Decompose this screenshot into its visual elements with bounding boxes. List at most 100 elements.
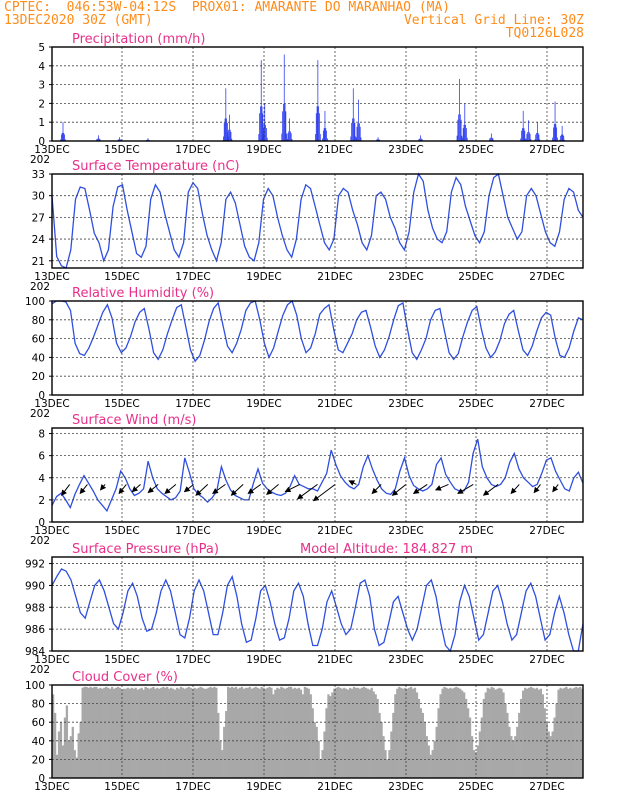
precip-bar <box>318 106 320 141</box>
precip-bar <box>378 139 380 141</box>
cloud-bar <box>323 731 326 778</box>
precip-bar <box>536 132 537 141</box>
cloud-bar <box>339 687 342 778</box>
x-tick-label: 19DEC <box>246 271 281 283</box>
cloud-bar <box>506 712 509 778</box>
precip-bar <box>465 124 466 141</box>
header-model-id: TQ0126L028 <box>505 26 584 41</box>
cloud-bar <box>549 736 552 778</box>
cloud-bar <box>539 688 542 778</box>
precip-bar <box>521 130 522 141</box>
cloud-bar <box>370 687 373 778</box>
cloud-bar <box>455 686 458 778</box>
x-tick-label: 21DEC <box>317 271 352 283</box>
cloud-bar <box>360 687 364 778</box>
cloud-bar <box>148 688 151 778</box>
cloud-bar <box>313 722 316 778</box>
cloud-bar <box>59 722 63 778</box>
precip-bar <box>323 128 325 141</box>
precip-bar <box>525 139 527 141</box>
cloud-bar <box>386 759 389 778</box>
cloud-bar <box>197 687 200 778</box>
cloud-bar <box>105 686 108 778</box>
cloud-bar <box>392 712 395 778</box>
x-year-label: 202 <box>30 281 50 293</box>
precip-bar <box>227 131 229 141</box>
x-tick-label: 21DEC <box>317 398 352 410</box>
x-tick-label: 25DEC <box>458 525 493 537</box>
x-year-label: 202 <box>30 535 50 547</box>
wind-vector <box>391 484 407 496</box>
precip-bar <box>459 78 460 141</box>
precip-bar <box>223 122 225 141</box>
precip-bar <box>316 106 318 141</box>
cloud-bar <box>486 687 489 778</box>
panel-frame <box>51 556 584 652</box>
x-tick-label: 15DEC <box>104 525 139 537</box>
x-tick-label: 23DEC <box>388 781 423 793</box>
cloud-bar <box>470 736 474 778</box>
y-tick-label: 100 <box>25 296 45 308</box>
precip-bar <box>230 131 232 141</box>
precip-bar <box>327 138 328 141</box>
panel-title: Precipitation (mm/h) <box>72 32 205 47</box>
cloud-bar <box>409 686 413 778</box>
cloud-bar <box>343 687 346 778</box>
cloud-bar <box>480 717 483 778</box>
cloud-bar <box>516 726 519 778</box>
cloud-bar <box>543 708 546 778</box>
x-tick-label: 25DEC <box>458 654 493 666</box>
precip-bar <box>353 118 355 141</box>
precip-bar <box>461 137 463 141</box>
panel-1: Precipitation (mm/h) 0 1 2 3 4 5 13DEC 15DEC 17DE… <box>30 32 584 166</box>
precip-bar <box>492 138 494 141</box>
y-tick-label: 988 <box>25 602 45 614</box>
x-tick-label: 19DEC <box>246 525 281 537</box>
precip-bar <box>288 131 290 141</box>
cloud-bar <box>341 688 344 778</box>
precip-bar <box>64 134 65 141</box>
cloud-bar <box>246 687 249 778</box>
cloud-bar <box>415 692 419 778</box>
cloud-bar <box>441 688 444 778</box>
cloud-bar <box>305 687 308 778</box>
precip-bar <box>262 113 264 141</box>
cloud-bar <box>250 688 253 778</box>
cloud-bar <box>435 726 438 778</box>
precip-bar <box>534 139 536 141</box>
wind-vector <box>434 483 449 491</box>
precip-bar <box>536 122 538 141</box>
cloud-bar <box>207 687 210 778</box>
wind-vector <box>79 484 88 495</box>
y-tick-label: 100 <box>25 680 45 692</box>
wind-vector <box>371 484 382 495</box>
cloud-bar <box>223 726 226 778</box>
y-tick-label: 984 <box>25 646 45 658</box>
cloud-bar <box>170 687 173 778</box>
precip-bar <box>266 137 268 141</box>
precip-bar <box>355 137 357 141</box>
panel-title: Surface Wind (m/s) <box>72 413 196 428</box>
cloud-bar <box>288 686 291 778</box>
precip-bar <box>352 88 354 141</box>
cloud-bar <box>116 686 120 778</box>
cloud-bar <box>309 694 312 778</box>
cloud-bar <box>476 745 480 778</box>
cloud-bar <box>427 745 430 778</box>
precip-bar <box>537 132 539 141</box>
x-tick-label: 25DEC <box>458 398 493 410</box>
precip-bar <box>228 129 229 141</box>
cloud-bar <box>329 696 332 778</box>
cloud-bar <box>406 688 409 778</box>
cloud-bar <box>327 694 330 778</box>
y-tick-label: 40 <box>32 352 45 364</box>
cloud-bar <box>189 687 192 778</box>
cloud-bar <box>490 686 493 778</box>
cloud-bar <box>527 687 531 778</box>
cloud-bar <box>465 698 468 778</box>
precip-bar <box>286 139 288 141</box>
x-tick-label: 27DEC <box>529 525 564 537</box>
cloud-bar <box>358 688 362 778</box>
wind-vector <box>230 484 244 496</box>
cloud-bar <box>175 687 179 778</box>
